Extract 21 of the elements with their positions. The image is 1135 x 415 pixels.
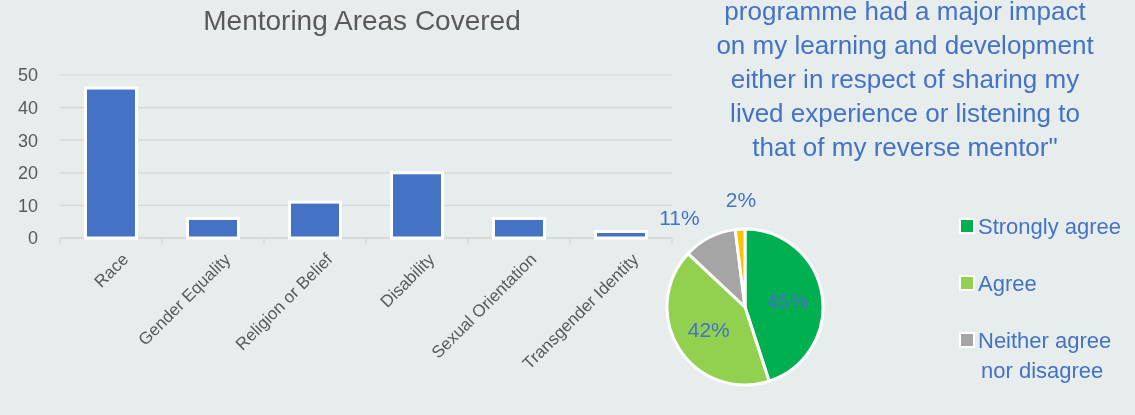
data-label: 45% xyxy=(766,288,809,312)
bar xyxy=(186,216,240,240)
legend-label: Agree xyxy=(978,270,1037,296)
data-label: 2% xyxy=(725,187,757,211)
chart-title: programme had a major impact on my learning and development either in respect of sharing my lived experience or listening to that of my reverse mentor" xyxy=(716,0,1095,162)
chart-title: Mentoring Areas Covered xyxy=(203,5,521,36)
y-tick-label: 30 xyxy=(17,130,38,151)
bar xyxy=(492,216,546,240)
legend-label: Strongly agree xyxy=(978,213,1122,239)
bar xyxy=(288,200,342,240)
bar xyxy=(390,171,444,240)
y-tick-label: 50 xyxy=(17,65,38,86)
y-tick-label: 10 xyxy=(17,195,38,216)
data-label: 42% xyxy=(687,318,730,342)
data-label: 11% xyxy=(659,205,700,229)
bar xyxy=(84,86,138,240)
y-tick-label: 20 xyxy=(17,163,38,184)
bar xyxy=(594,229,648,240)
y-tick-label: 40 xyxy=(17,97,38,118)
y-tick-label: 0 xyxy=(27,228,38,249)
legend-label: Neither agree nor disagree xyxy=(978,327,1112,383)
